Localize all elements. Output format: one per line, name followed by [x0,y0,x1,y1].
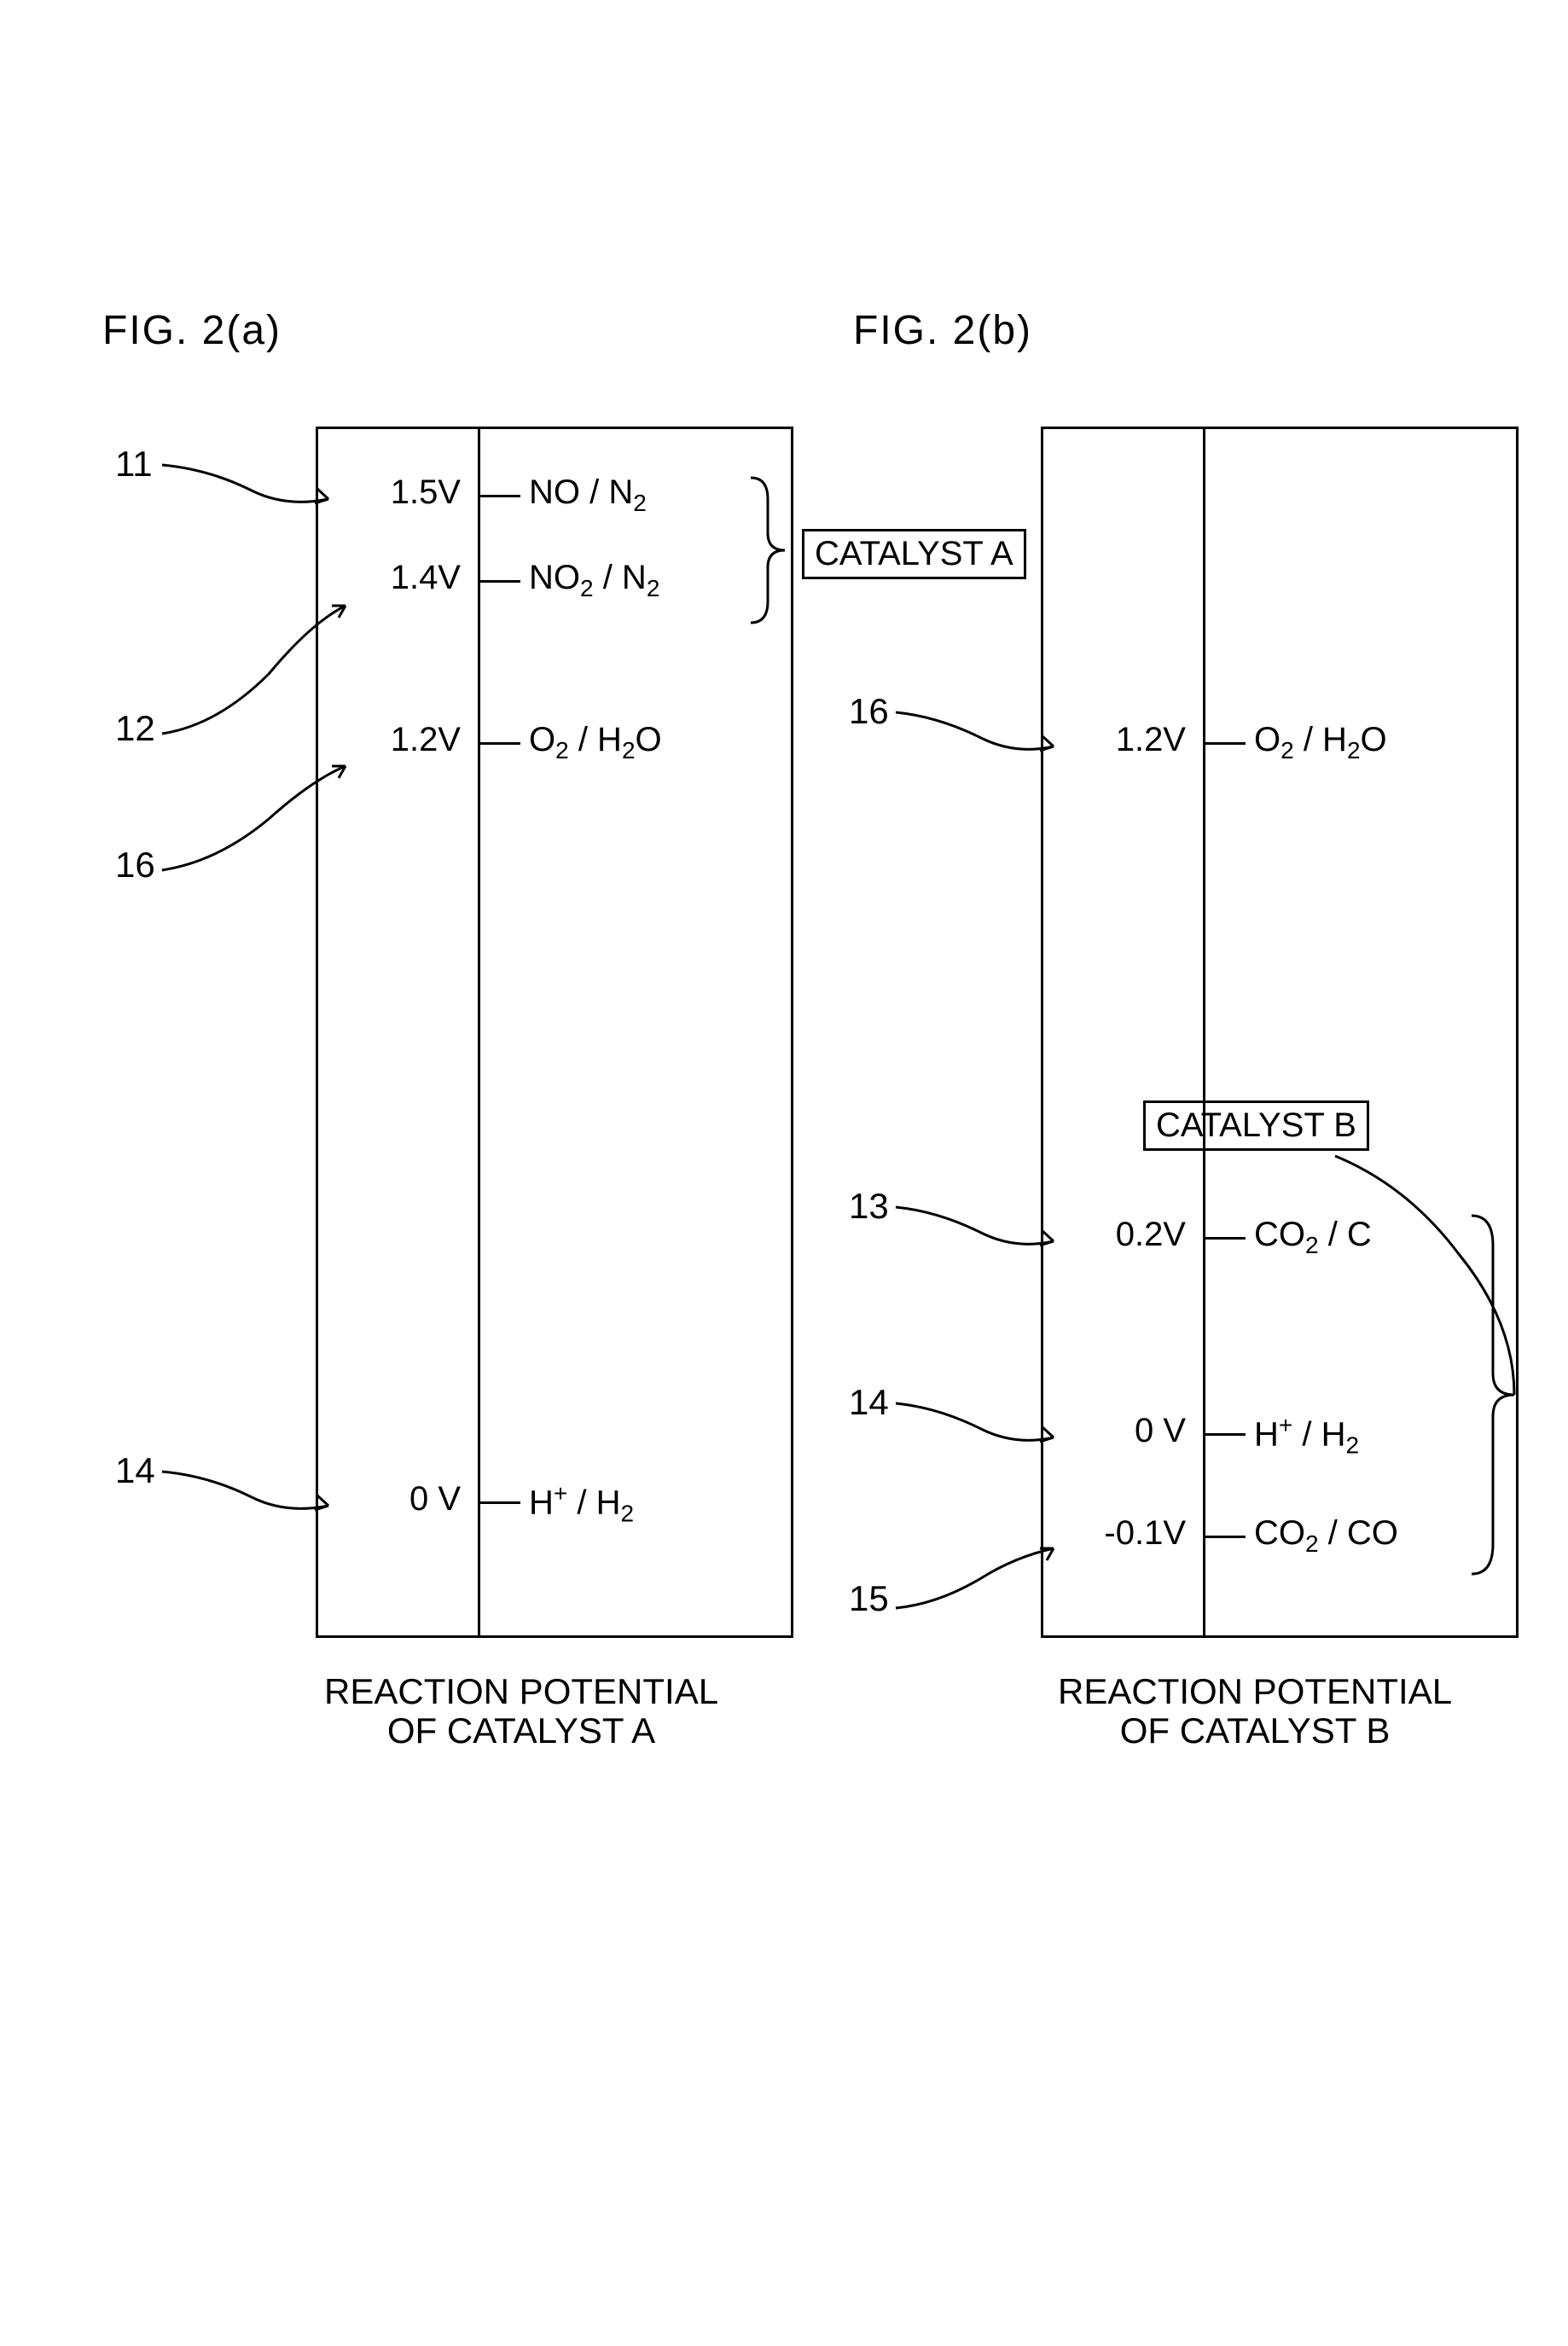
tick-a-16 [478,742,520,745]
tick-b-14 [1203,1433,1246,1436]
brace-b-connector [1331,1152,1527,1408]
arrow-14b [891,1399,1062,1459]
tick-a-14 [478,1501,520,1504]
caption-b: REACTION POTENTIALOF CATALYST B [1058,1672,1452,1751]
tick-a-11 [478,495,520,497]
voltage-a-11: 1.5V [341,473,461,512]
ref-16a: 16 [115,845,155,886]
fig-a-label: FIG. 2(a) [102,307,282,354]
panel-b-axis [1203,427,1205,1638]
ref-14b: 14 [849,1382,889,1423]
ref-14a: 14 [115,1450,155,1491]
arrow-15 [891,1544,1062,1621]
ref-15: 15 [849,1578,889,1619]
voltage-b-14: 0 V [1066,1412,1186,1450]
voltage-a-14: 0 V [341,1480,461,1519]
tick-b-16 [1203,742,1246,745]
species-b-15: CO2 / CO [1254,1514,1398,1558]
species-b-14: H+ / H2 [1254,1412,1359,1459]
catalyst-a-box: CATALYST A [802,529,1026,579]
ref-11: 11 [115,444,153,485]
arrow-16a [158,759,354,887]
species-a-12: NO2 / N2 [529,559,659,602]
ref-16b: 16 [849,691,889,732]
arrow-12 [158,597,354,751]
arrow-16b [891,708,1062,768]
catalyst-b-box: CATALYST B [1143,1100,1369,1151]
tick-a-12 [478,580,520,583]
voltage-a-16: 1.2V [341,721,461,759]
tick-b-15 [1203,1536,1246,1538]
arrow-14a [158,1467,337,1527]
species-a-16: O2 / H2O [529,721,662,764]
arrow-13 [891,1203,1062,1263]
fig-b-label: FIG. 2(b) [853,307,1032,354]
panel-a-axis [478,427,480,1638]
arrow-11 [158,461,337,520]
species-a-11: NO / N2 [529,473,647,517]
voltage-b-13: 0.2V [1066,1216,1186,1254]
panel-a [316,427,793,1638]
tick-b-13 [1203,1237,1246,1240]
voltage-b-15: -0.1V [1058,1514,1186,1553]
caption-a: REACTION POTENTIALOF CATALYST A [324,1672,718,1751]
ref-13: 13 [849,1186,889,1227]
voltage-a-12: 1.4V [341,559,461,597]
species-a-14: H+ / H2 [529,1480,634,1527]
voltage-b-16: 1.2V [1066,721,1186,759]
brace-a [746,473,806,627]
ref-12: 12 [115,708,155,749]
species-b-16: O2 / H2O [1254,721,1387,764]
